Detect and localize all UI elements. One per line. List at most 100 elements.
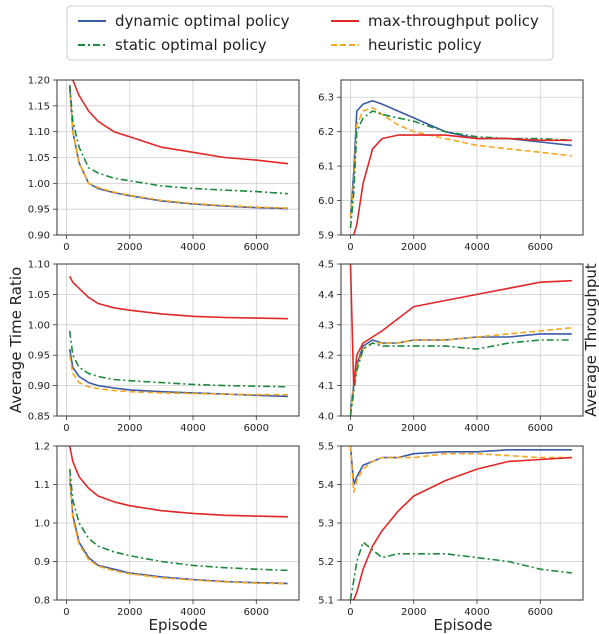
y-tick-label: 1.15 <box>28 101 50 112</box>
legend-label-dynamic: dynamic optimal policy <box>115 12 290 30</box>
series-line-heuristic-policy <box>349 106 572 218</box>
x-tick-label: 4000 <box>464 242 489 253</box>
y-tick-label: 4.0 <box>318 412 334 423</box>
panel-row2-right: 0 2000 4000 6000 4.0 4.1 4.2 4.3 4.4 4.5 <box>318 260 584 434</box>
series-line-static-optimal-policy <box>68 469 288 572</box>
x-tick-label: 0 <box>63 607 69 618</box>
legend-label-max-throughput: max-throughput policy <box>368 12 539 30</box>
series-group <box>349 446 572 600</box>
axes-frame <box>56 263 300 417</box>
series-line-heuristic-policy <box>68 85 288 209</box>
y-tick-label: 1.20 <box>28 76 50 87</box>
x-tick-label: 2000 <box>117 242 142 253</box>
y-tick-label: 5.5 <box>318 442 334 453</box>
y-tick-label: 1.1 <box>34 480 50 491</box>
series-line-static-optimal-policy <box>349 110 572 229</box>
panel-row2-left: 0 2000 4000 6000 0.85 0.90 0.95 1.00 1.05 1.10 <box>28 260 300 434</box>
x-tick-label: 0 <box>347 242 353 253</box>
y-tick-label: 5.1 <box>318 596 334 607</box>
right-y-axis-label: Average Throughput <box>582 263 599 417</box>
x-tick-label: 6000 <box>244 423 269 434</box>
plot-area <box>341 264 583 416</box>
y-tick-label: 5.3 <box>318 519 334 530</box>
y-tick-label: 0.90 <box>28 231 50 242</box>
series-line-heuristic-policy <box>68 355 288 396</box>
series-group <box>68 275 288 398</box>
series-line-heuristic-policy <box>349 327 572 414</box>
x-tick-label: 4000 <box>180 242 205 253</box>
y-tick-label: 1.00 <box>28 179 50 190</box>
series-line-static-optimal-policy <box>349 339 572 416</box>
x-tick-label: 2000 <box>401 423 426 434</box>
series-line-static-optimal-policy <box>349 541 572 600</box>
y-tick-label: 1.10 <box>28 260 50 271</box>
legend-frame <box>66 5 554 61</box>
series-line-max-throughput-policy <box>68 446 288 518</box>
y-tick-label: 0.9 <box>34 557 50 568</box>
y-tick-label: 6.3 <box>318 93 334 104</box>
y-tick-label: 0.85 <box>28 412 50 423</box>
y-tick-label: 4.5 <box>318 260 334 271</box>
series-line-max-throughput-policy <box>71 80 288 165</box>
series-group <box>68 446 288 585</box>
series-group <box>68 80 288 210</box>
x-axis-label-left: Episode <box>149 616 208 634</box>
series-line-max-throughput-policy <box>350 134 572 235</box>
x-tick-label: 6000 <box>528 607 553 618</box>
y-tick-label: 4.4 <box>318 290 334 301</box>
legend-label-static: static optimal policy <box>115 36 267 54</box>
left-y-axis-label: Average Time Ratio <box>7 267 25 413</box>
axes-frame <box>340 79 584 236</box>
y-tick-label: 5.2 <box>318 557 334 568</box>
x-axis-label-right: Episode <box>434 616 493 634</box>
y-tick-label: 4.2 <box>318 351 334 362</box>
x-tick-label: 2000 <box>401 607 426 618</box>
x-tick-label: 4000 <box>464 423 489 434</box>
series-group <box>349 99 572 235</box>
y-tick-label: 5.4 <box>318 480 334 491</box>
axes-frame <box>56 445 300 601</box>
y-tick-label: 1.0 <box>34 519 50 530</box>
panel-row3-left: 0 2000 4000 6000 0.8 0.9 1.0 1.1 1.2 <box>34 442 300 618</box>
legend: dynamic optimal policy static optimal po… <box>66 5 554 61</box>
y-tick-label: 4.3 <box>318 320 334 331</box>
x-tick-label: 0 <box>63 423 69 434</box>
series-line-dynamic-optimal-policy <box>68 476 288 585</box>
x-tick-label: 6000 <box>244 607 269 618</box>
axes-frame <box>56 79 300 236</box>
legend-label-heuristic: heuristic policy <box>368 36 482 54</box>
x-tick-label: 2000 <box>401 242 426 253</box>
panel-row3-right: 0 2000 4000 6000 5.1 5.2 5.3 5.4 5.5 <box>318 442 584 618</box>
y-tick-label: 1.10 <box>28 127 50 138</box>
series-group <box>349 264 572 416</box>
x-tick-label: 4000 <box>180 607 205 618</box>
x-tick-label: 0 <box>347 607 353 618</box>
y-tick-label: 6.1 <box>318 162 334 173</box>
x-tick-label: 4000 <box>180 423 205 434</box>
x-tick-label: 6000 <box>528 423 553 434</box>
x-tick-label: 2000 <box>117 423 142 434</box>
plot-area <box>341 80 583 235</box>
y-tick-label: 6.2 <box>318 127 334 138</box>
plot-area <box>57 264 299 416</box>
y-tick-label: 5.9 <box>318 231 334 242</box>
y-tick-label: 0.90 <box>28 381 50 392</box>
panel-row1-right: 0 2000 4000 6000 5.9 6.0 6.1 6.2 6.3 <box>318 79 584 253</box>
series-line-heuristic-policy <box>68 476 288 585</box>
series-line-max-throughput-policy <box>349 264 572 387</box>
x-tick-label: 4000 <box>464 607 489 618</box>
axes-frame <box>340 263 584 417</box>
y-tick-label: 1.05 <box>28 290 50 301</box>
series-line-static-optimal-policy <box>68 85 288 195</box>
y-tick-label: 4.1 <box>318 381 334 392</box>
x-tick-label: 6000 <box>244 242 269 253</box>
series-line-static-optimal-policy <box>68 330 288 388</box>
x-tick-label: 0 <box>63 242 69 253</box>
y-tick-label: 6.0 <box>318 196 334 207</box>
y-tick-label: 0.95 <box>28 351 50 362</box>
panel-row1-left: 0 2000 4000 6000 0.90 0.95 1.00 1.05 1.10 1.15 1.2… <box>28 76 300 253</box>
series-line-heuristic-policy <box>349 446 572 494</box>
x-tick-label: 0 <box>347 423 353 434</box>
y-tick-label: 1.2 <box>34 442 50 453</box>
